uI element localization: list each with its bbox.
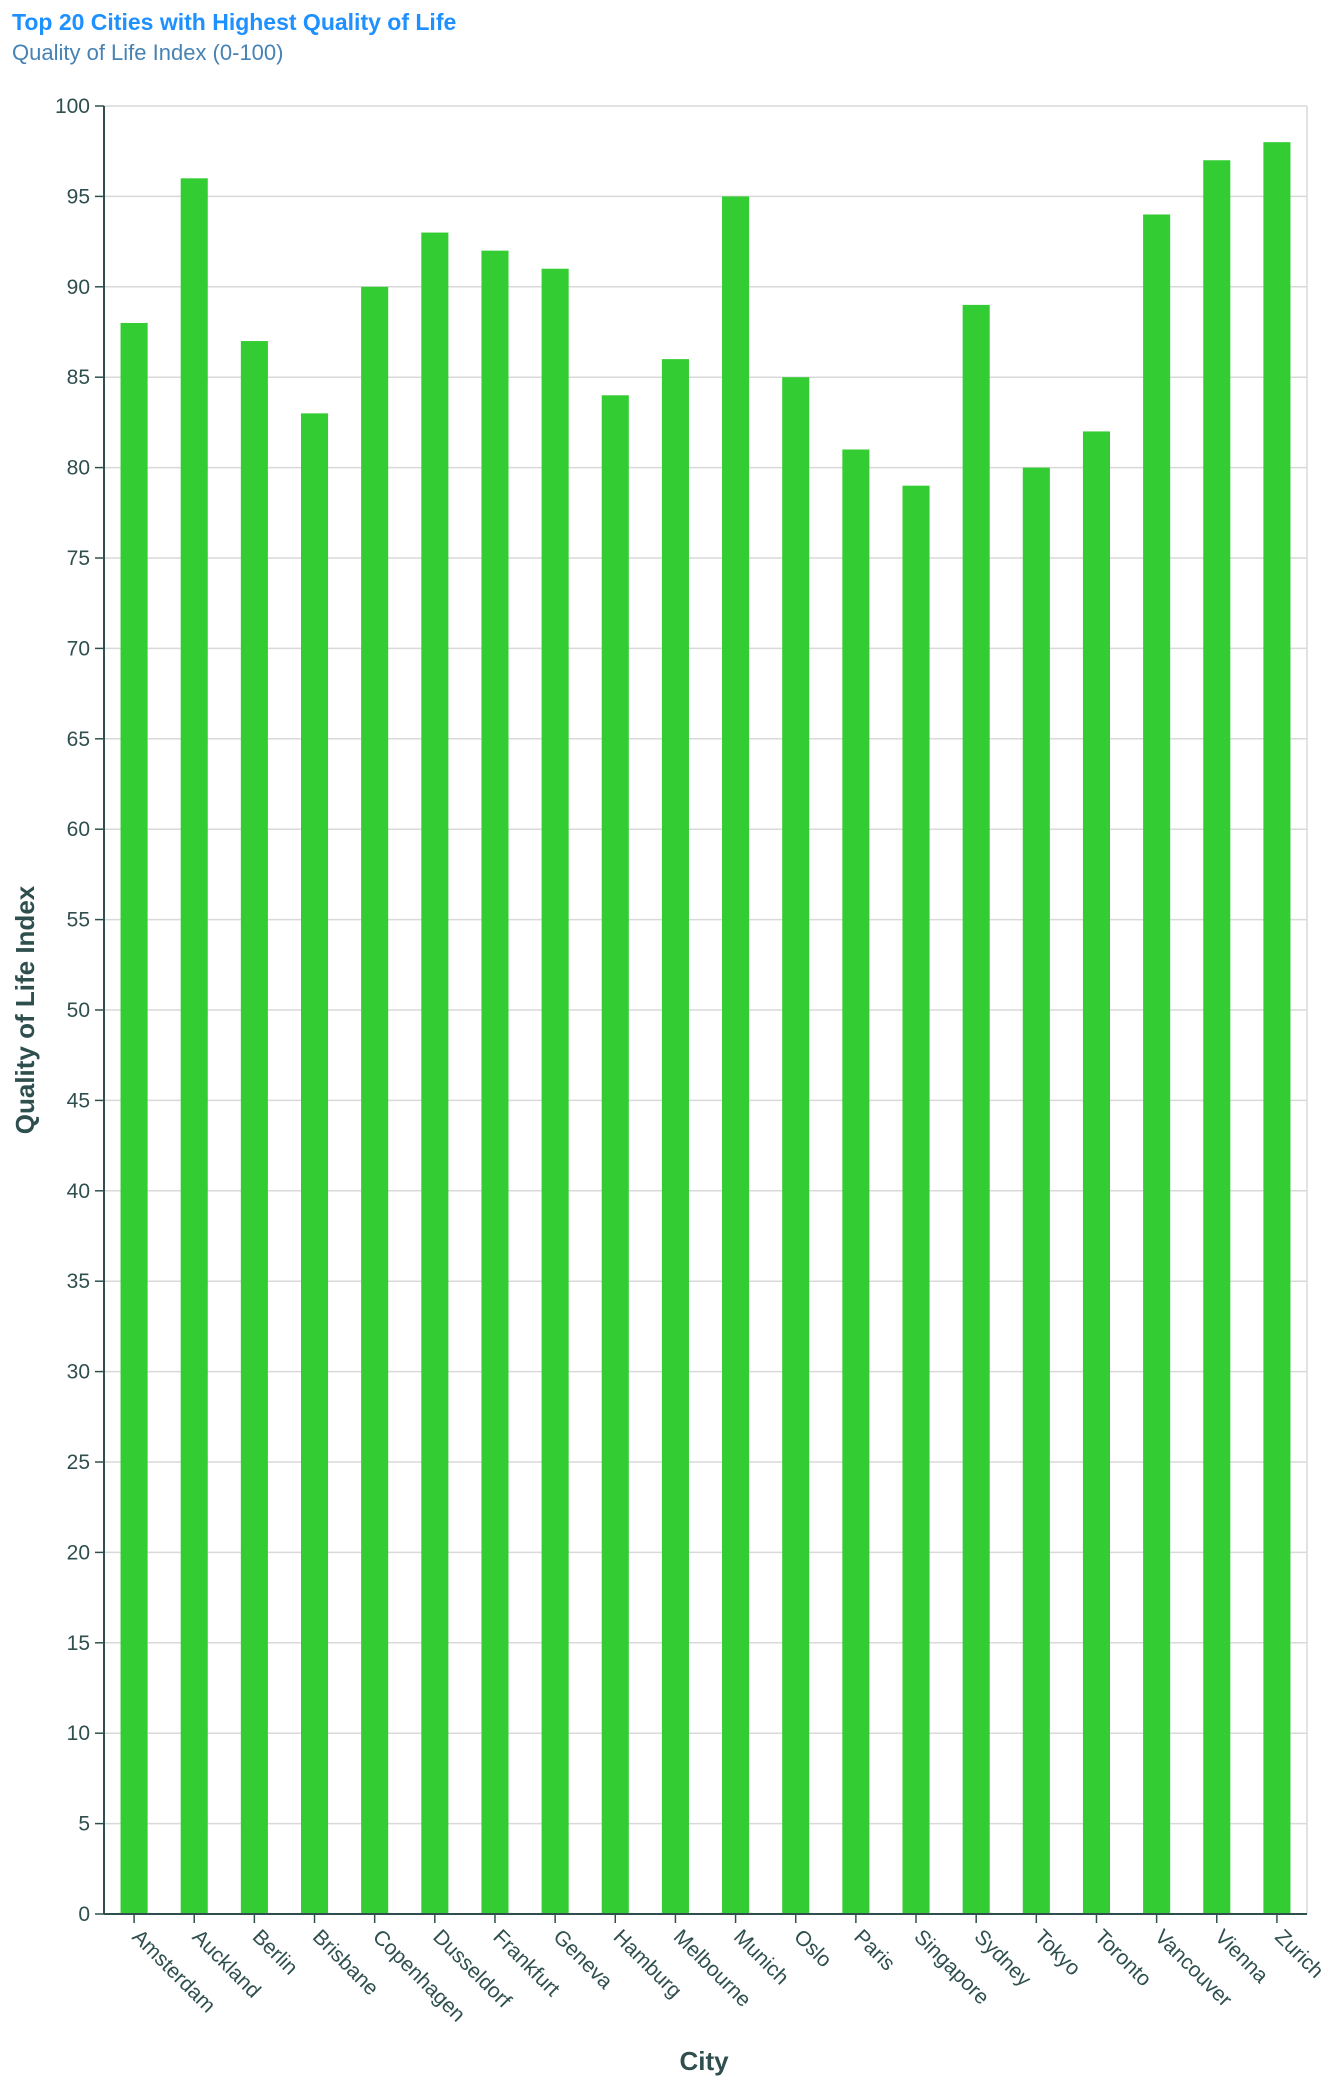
bar-munich xyxy=(722,196,750,1914)
x-tick-label: Paris xyxy=(849,1925,899,1975)
bar-sydney xyxy=(962,304,990,1914)
chart-title: Top 20 Cities with Highest Quality of Li… xyxy=(12,9,456,35)
y-tick-label: 70 xyxy=(67,637,90,660)
bar-berlin xyxy=(240,341,268,1914)
bar-vancouver xyxy=(1143,214,1171,1915)
x-tick-label: Berlin xyxy=(248,1925,302,1979)
y-tick-label: 65 xyxy=(67,728,90,751)
y-tick-label: 50 xyxy=(67,999,90,1022)
y-tick-label: 90 xyxy=(67,276,90,299)
y-tick-label: 5 xyxy=(78,1813,90,1836)
y-tick-label: 60 xyxy=(67,818,90,841)
y-tick-label: 95 xyxy=(67,185,90,208)
y-tick-label: 0 xyxy=(78,1903,90,1926)
bar-hamburg xyxy=(601,395,629,1914)
y-tick-label: 45 xyxy=(67,1089,90,1112)
bar-brisbane xyxy=(300,413,329,1914)
bar-tokyo xyxy=(1022,467,1050,1915)
x-axis-title: City xyxy=(679,2046,729,2076)
x-tick-label: Tokyo xyxy=(1030,1925,1085,1980)
y-tick-label: 25 xyxy=(67,1451,90,1474)
y-tick-label: 15 xyxy=(67,1632,90,1655)
bar-melbourne xyxy=(661,359,689,1914)
y-tick-label: 35 xyxy=(67,1270,90,1293)
gridlines xyxy=(104,105,1308,1915)
y-tick-label: 30 xyxy=(67,1361,90,1384)
bar-singapore xyxy=(902,485,930,1915)
y-tick-label: 10 xyxy=(67,1722,90,1745)
bar-paris xyxy=(842,449,870,1914)
bar-auckland xyxy=(180,178,208,1914)
x-tick-label: Zurich xyxy=(1270,1925,1328,1983)
y-tick-label: 100 xyxy=(55,95,90,118)
bar-dusseldorf xyxy=(421,232,449,1914)
y-axis-title: Quality of Life Index xyxy=(10,885,40,1134)
y-tick-label: 85 xyxy=(67,366,90,389)
x-tick-label: Brisbane xyxy=(308,1925,383,2000)
x-tick-label: Toronto xyxy=(1090,1925,1156,1991)
y-tick-label: 75 xyxy=(67,547,90,570)
y-tick-label: 55 xyxy=(67,909,90,932)
chart-subtitle: Quality of Life Index (0-100) xyxy=(12,40,283,65)
x-tick-label: Oslo xyxy=(789,1925,836,1972)
bar-copenhagen xyxy=(361,286,389,1914)
bar-toronto xyxy=(1082,431,1111,1915)
bar-zurich xyxy=(1263,142,1291,1914)
bars xyxy=(120,142,1291,1915)
y-axis-ticks: 0 5 10 15 20 25 30 35 40 45 50 55 60 65 70 75 80 85 90 95 10… xyxy=(55,95,104,1926)
y-tick-label: 80 xyxy=(67,457,90,480)
bar-oslo xyxy=(782,377,810,1915)
y-tick-label: 40 xyxy=(67,1180,90,1203)
bar-vienna xyxy=(1203,160,1231,1915)
bar-amsterdam xyxy=(120,322,148,1915)
bar-geneva xyxy=(541,268,569,1915)
y-tick-label: 20 xyxy=(67,1541,90,1564)
bar-frankfurt xyxy=(481,250,509,1914)
